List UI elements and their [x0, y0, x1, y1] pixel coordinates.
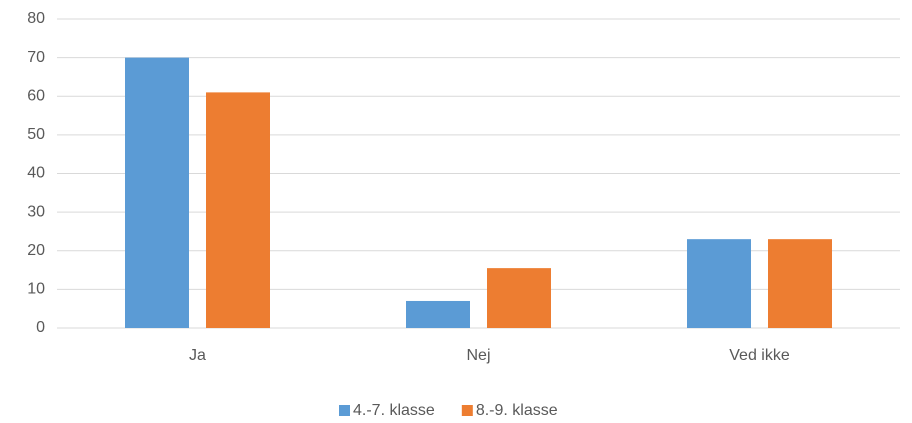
y-tick-label: 80 — [27, 10, 45, 27]
y-tick-label: 0 — [36, 319, 45, 336]
bar — [406, 300, 470, 328]
y-tick-label: 30 — [27, 203, 45, 220]
y-tick-label: 50 — [27, 126, 45, 143]
y-tick-label: 60 — [27, 87, 45, 104]
y-tick-label: 40 — [27, 165, 45, 182]
x-tick-label: Nej — [466, 347, 490, 364]
legend-swatch — [461, 405, 473, 416]
y-tick-label: 20 — [27, 242, 45, 259]
legend-label: 4.-7. klasse — [353, 402, 435, 419]
y-tick-label: 70 — [27, 49, 45, 66]
x-tick-label: Ved ikke — [729, 347, 790, 364]
x-tick-label: Ja — [189, 347, 206, 364]
legend-swatch — [339, 405, 350, 416]
bar — [687, 239, 751, 328]
bar — [125, 57, 189, 328]
bar — [768, 239, 832, 328]
bar — [206, 92, 270, 328]
legend-label: 8.-9. klasse — [476, 402, 558, 419]
bar — [487, 268, 551, 328]
y-tick-label: 10 — [27, 281, 45, 298]
